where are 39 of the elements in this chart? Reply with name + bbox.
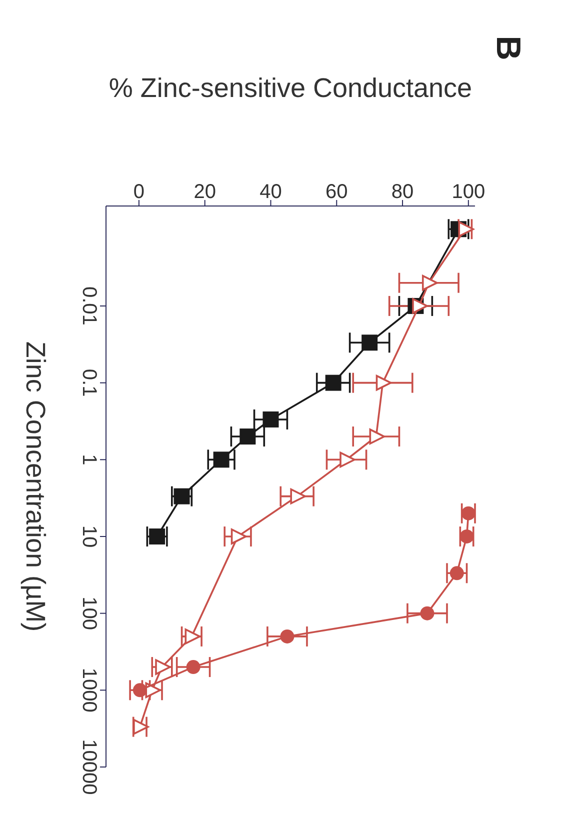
y-tick-label: 10000 (78, 739, 100, 795)
point (450, 566, 464, 580)
point (420, 606, 434, 620)
chart-title: B (489, 36, 528, 60)
point (133, 718, 149, 735)
point (458, 221, 474, 238)
x-tick-label: 60 (326, 181, 348, 203)
point (362, 334, 378, 351)
point (155, 659, 171, 675)
y-tick-label: 1000 (78, 668, 100, 712)
point (340, 452, 356, 468)
y-tick-label: 100 (78, 596, 100, 630)
point (240, 428, 256, 445)
point (422, 274, 438, 291)
point (132, 683, 147, 698)
point (262, 411, 279, 428)
point (184, 628, 201, 644)
point (186, 660, 200, 674)
x-tick-label: 20 (194, 181, 216, 203)
point (369, 428, 386, 444)
y-axis-title: Zinc Concentration (µM) (20, 341, 50, 632)
point (325, 374, 342, 391)
point (213, 452, 230, 468)
x-tick-label: 40 (260, 181, 282, 203)
point (280, 629, 294, 644)
y-tick-label: 1 (78, 454, 100, 466)
y-tick-label: 0.1 (78, 368, 100, 397)
x-axis-title: % Zinc-sensitive Conductance (108, 73, 472, 104)
x-tick-label: 0 (133, 181, 145, 203)
point (290, 488, 306, 504)
x-tick-label: 100 (452, 181, 486, 203)
point (376, 374, 392, 391)
x-tick-label: 80 (391, 181, 414, 203)
point (412, 298, 428, 314)
y-tick-label: 0.01 (78, 286, 100, 326)
y-tick-label: 10 (78, 525, 100, 548)
point (230, 528, 247, 544)
point (461, 506, 475, 520)
point (460, 529, 474, 544)
